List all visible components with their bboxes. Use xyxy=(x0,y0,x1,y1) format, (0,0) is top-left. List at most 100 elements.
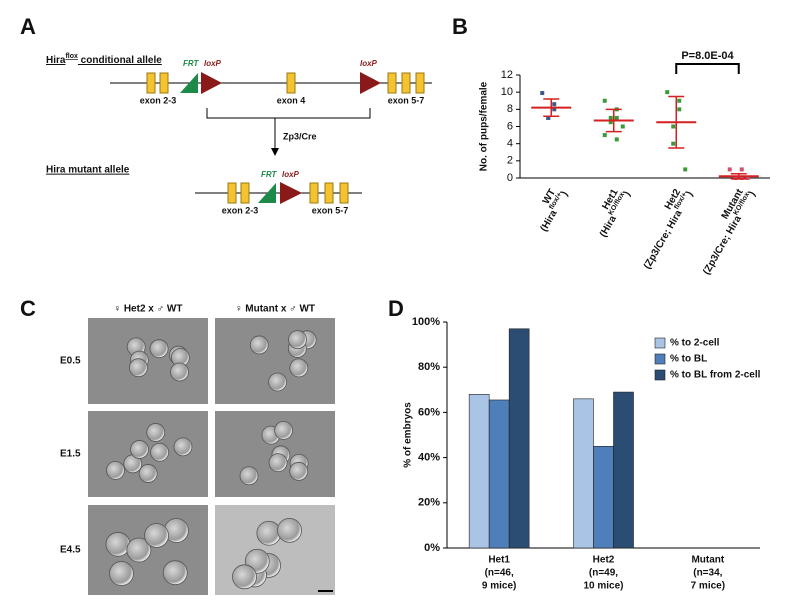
y-tick-label: 4 xyxy=(507,138,513,150)
embryo xyxy=(128,358,148,378)
x-tick-note: 9 mice) xyxy=(482,581,516,592)
legend-label: % to BL xyxy=(670,354,707,365)
legend-label: % to BL from 2-cell xyxy=(670,370,761,381)
legend-swatch xyxy=(654,353,666,365)
embryo xyxy=(289,358,309,378)
title-part: conditional allele xyxy=(78,55,162,66)
bar xyxy=(613,391,634,549)
embryo xyxy=(162,560,188,586)
embryo xyxy=(138,464,158,483)
micrograph xyxy=(215,318,335,404)
x-tick-note: (n=34, xyxy=(693,568,722,579)
genotype: (Hira xyxy=(598,213,619,239)
exon xyxy=(286,72,296,94)
bar xyxy=(508,328,530,549)
row-label: E1.5 xyxy=(60,449,81,460)
data-point xyxy=(727,167,732,172)
frt-label: FRT xyxy=(261,170,278,179)
panel-label: B xyxy=(452,14,468,39)
genotype: ) xyxy=(746,189,757,197)
embryo xyxy=(289,461,309,481)
embryo xyxy=(109,561,134,586)
y-axis-label: No. of pups/female xyxy=(479,81,490,171)
y-tick-label: 10 xyxy=(501,86,513,98)
allele-title: Hira mutant allele xyxy=(46,165,130,176)
data-point xyxy=(677,98,682,103)
micrograph xyxy=(88,411,208,497)
column-header: ♀ Mutant x ♂ WT xyxy=(235,304,315,315)
exon-label: exon 4 xyxy=(277,95,306,105)
exon xyxy=(401,72,411,94)
loxp-site xyxy=(201,72,222,94)
data-point xyxy=(733,176,738,180)
data-point xyxy=(671,124,676,129)
data-point xyxy=(745,176,750,180)
x-tick-note: (n=46, xyxy=(485,568,514,579)
x-tick-label: Het2 xyxy=(593,555,615,566)
error-bar xyxy=(543,98,560,117)
data-point xyxy=(665,90,670,95)
data-point xyxy=(602,98,607,103)
embryo xyxy=(150,442,170,462)
embryo xyxy=(170,362,189,382)
genotype: ) xyxy=(621,189,632,197)
loxp-label: loxP xyxy=(282,170,300,179)
genotype: (Zp3/Cre; Hira xyxy=(642,208,685,271)
exon xyxy=(415,72,425,94)
embryo xyxy=(288,330,307,349)
panel-label: D xyxy=(388,296,404,321)
frt-site xyxy=(180,73,198,93)
exon xyxy=(324,182,334,204)
embryo xyxy=(146,423,166,442)
x-tick-label: Mutant xyxy=(691,555,724,566)
data-point xyxy=(739,176,744,180)
y-tick-label: 2 xyxy=(507,155,513,167)
data-point xyxy=(671,141,676,146)
embryo xyxy=(144,523,169,548)
exon-label: exon 2-3 xyxy=(222,205,259,215)
loxp-site xyxy=(280,182,302,204)
embryo xyxy=(277,517,302,543)
title-part: Hira xyxy=(46,55,66,66)
y-tick-label: 8 xyxy=(507,103,513,115)
frt-label: FRT xyxy=(183,59,200,68)
exon-label: exon 2-3 xyxy=(140,95,177,105)
arrow-head xyxy=(271,148,279,156)
genotype: (Hira xyxy=(538,208,559,234)
embryo xyxy=(268,453,288,473)
embryo xyxy=(256,520,282,546)
exon-label: exon 5-7 xyxy=(312,205,349,215)
embryo xyxy=(130,440,149,459)
x-tick-note: 7 mice) xyxy=(691,581,725,592)
embryo xyxy=(106,460,125,480)
recombinase-label: Zp3/Cre xyxy=(283,131,317,141)
panel-label: C xyxy=(20,296,36,321)
allele-title: Hiraflox conditional allele xyxy=(46,53,162,66)
data-point xyxy=(552,107,557,112)
row-label: E4.5 xyxy=(60,545,81,556)
exon xyxy=(146,72,156,94)
y-tick-label: 0 xyxy=(507,172,513,184)
exon xyxy=(387,72,397,94)
loxp-site xyxy=(360,72,381,94)
data-point xyxy=(546,115,551,120)
data-point xyxy=(739,167,744,172)
y-tick-label: 40% xyxy=(418,452,440,464)
data-point xyxy=(608,115,613,120)
bar xyxy=(468,394,490,549)
exon-label: exon 5-7 xyxy=(388,95,425,105)
legend-label: % to 2-cell xyxy=(670,338,720,349)
embryo xyxy=(149,339,169,359)
y-tick-label: 80% xyxy=(418,361,440,373)
loxp-label: loxP xyxy=(360,59,378,68)
data-point xyxy=(677,107,682,112)
data-point xyxy=(614,137,619,142)
row-label: E0.5 xyxy=(60,356,81,367)
genotype: ) xyxy=(559,189,570,197)
y-axis-label: % of embryos xyxy=(403,402,414,468)
error-bar xyxy=(730,172,747,180)
significance-bracket xyxy=(675,63,740,74)
frt-site xyxy=(258,183,276,203)
genotype: ) xyxy=(684,189,695,197)
